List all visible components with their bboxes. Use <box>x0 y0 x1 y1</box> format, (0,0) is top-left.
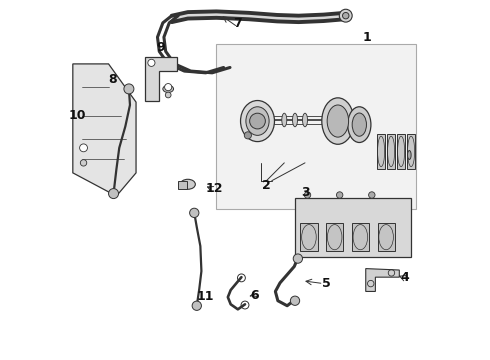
Polygon shape <box>366 269 399 292</box>
Circle shape <box>368 192 375 198</box>
Text: 8: 8 <box>108 73 117 86</box>
Text: 4: 4 <box>401 271 410 284</box>
Circle shape <box>165 84 172 91</box>
Circle shape <box>124 84 134 94</box>
Circle shape <box>109 189 119 199</box>
Ellipse shape <box>348 107 371 143</box>
Text: 6: 6 <box>251 288 259 302</box>
Ellipse shape <box>241 100 274 141</box>
Bar <box>178 181 187 189</box>
Bar <box>377 223 394 251</box>
Text: 2: 2 <box>262 179 271 192</box>
Circle shape <box>79 144 88 152</box>
Bar <box>397 134 405 169</box>
Circle shape <box>343 13 349 19</box>
Ellipse shape <box>180 179 196 189</box>
Polygon shape <box>73 64 136 196</box>
Bar <box>377 134 385 169</box>
Text: 11: 11 <box>196 289 214 303</box>
Text: 5: 5 <box>322 277 331 290</box>
Ellipse shape <box>352 113 367 136</box>
Bar <box>300 223 318 251</box>
Circle shape <box>339 9 352 22</box>
Circle shape <box>293 254 302 263</box>
Ellipse shape <box>322 98 354 144</box>
Ellipse shape <box>293 113 297 127</box>
Bar <box>326 223 343 251</box>
Bar <box>217 44 416 208</box>
Text: 7: 7 <box>233 17 242 30</box>
Circle shape <box>337 192 343 198</box>
Polygon shape <box>145 57 177 102</box>
Circle shape <box>80 159 87 166</box>
Bar <box>352 223 369 251</box>
Ellipse shape <box>327 105 348 137</box>
Text: 1: 1 <box>362 31 371 44</box>
Text: 12: 12 <box>206 183 223 195</box>
Circle shape <box>245 132 251 139</box>
Ellipse shape <box>246 107 269 135</box>
Ellipse shape <box>408 150 411 159</box>
Circle shape <box>165 92 171 98</box>
Circle shape <box>192 301 201 310</box>
Ellipse shape <box>302 113 308 127</box>
Bar <box>407 134 415 169</box>
Circle shape <box>249 113 266 129</box>
Bar <box>387 134 395 169</box>
Circle shape <box>304 192 311 198</box>
Circle shape <box>291 296 300 305</box>
Circle shape <box>190 208 199 217</box>
Ellipse shape <box>163 85 173 93</box>
Text: 3: 3 <box>301 186 309 199</box>
Ellipse shape <box>282 113 287 127</box>
Text: 10: 10 <box>69 109 86 122</box>
Text: 9: 9 <box>157 41 165 54</box>
Circle shape <box>148 59 155 66</box>
Bar <box>295 198 411 257</box>
